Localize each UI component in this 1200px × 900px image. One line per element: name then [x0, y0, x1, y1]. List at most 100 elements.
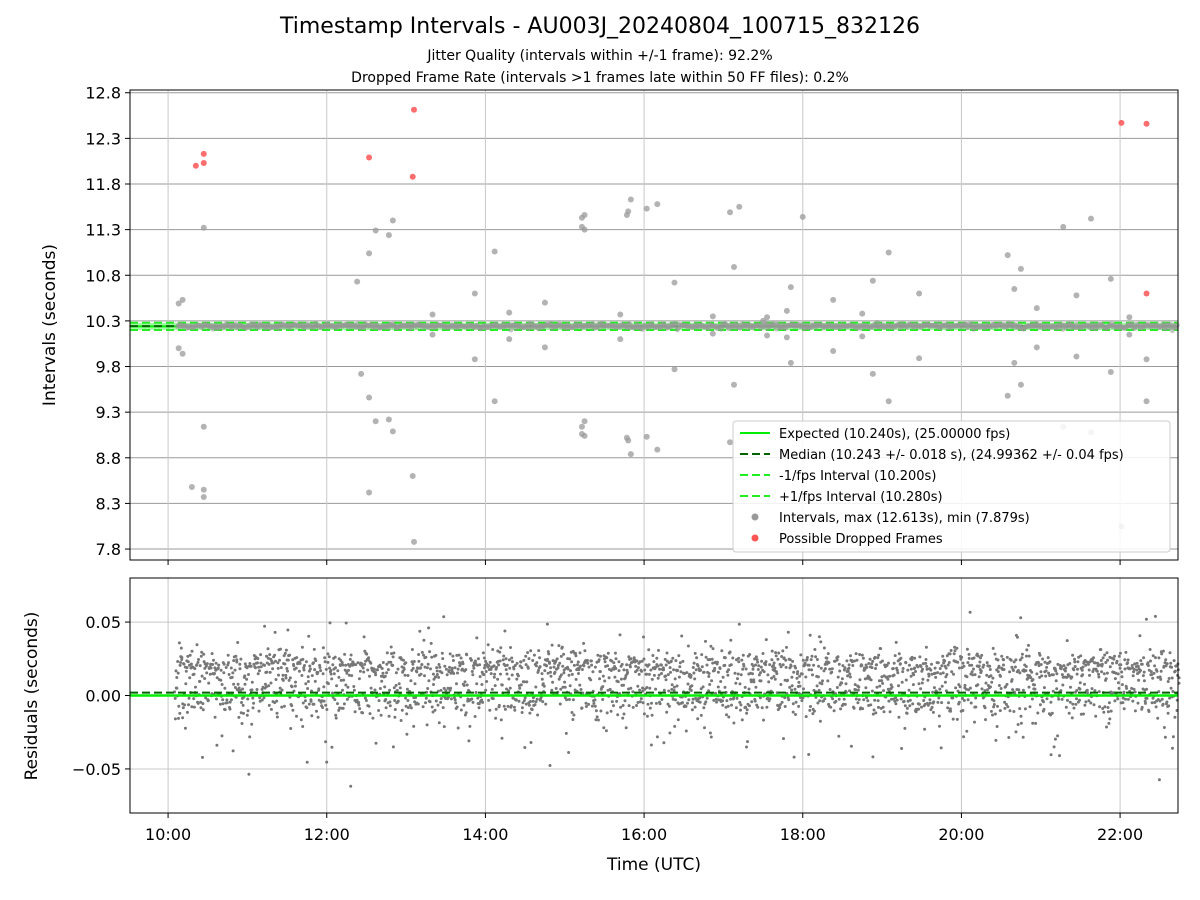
residual-point [574, 654, 578, 658]
residual-point [209, 666, 213, 670]
residual-point [826, 652, 830, 656]
residual-point [298, 662, 302, 665]
residual-point [639, 697, 643, 701]
residual-point [326, 660, 330, 664]
residual-point [754, 685, 758, 689]
residual-point [1029, 676, 1033, 680]
residual-point [574, 651, 577, 655]
residual-point [559, 654, 563, 658]
residual-point [747, 704, 751, 708]
residual-point [567, 673, 571, 677]
residual-point [719, 680, 723, 683]
residual-point [803, 661, 807, 665]
residual-point [523, 746, 527, 749]
residual-point [620, 662, 624, 666]
residual-point [324, 740, 328, 744]
residual-point [248, 662, 252, 665]
residual-point [815, 684, 819, 688]
residual-point [739, 673, 743, 677]
residual-point [738, 682, 742, 686]
residual-point [478, 675, 482, 679]
residual-point [643, 668, 647, 672]
residual-point [851, 664, 855, 667]
residual-point [430, 655, 434, 659]
residual-point [825, 656, 829, 660]
residual-point [1146, 664, 1150, 668]
residual-point [176, 660, 180, 663]
top-y-tick-label: 11.3 [85, 221, 121, 240]
residual-point [300, 674, 304, 677]
residual-point [1165, 662, 1169, 666]
residual-point [849, 744, 853, 748]
residual-point [907, 688, 911, 692]
top-y-tick-label: 8.8 [96, 449, 121, 468]
residual-point [258, 696, 262, 700]
residual-point [589, 678, 593, 682]
residual-point [275, 715, 279, 719]
residual-point [988, 664, 992, 668]
residual-point [1024, 654, 1028, 658]
residual-point [570, 711, 574, 714]
residual-point [989, 674, 993, 678]
residual-point [640, 659, 644, 663]
residual-point [241, 687, 245, 691]
residual-point [505, 672, 509, 676]
residual-point [175, 686, 179, 690]
residual-point [176, 671, 180, 675]
residual-point [426, 687, 430, 690]
residual-point [1171, 746, 1174, 750]
residual-point [734, 681, 738, 685]
residual-point [829, 705, 833, 709]
residual-point [437, 675, 441, 679]
residual-point [1118, 651, 1122, 655]
residual-point [308, 667, 312, 671]
residual-point [342, 702, 346, 706]
residual-point [635, 668, 639, 672]
residual-point [1173, 715, 1177, 719]
residual-point [173, 717, 177, 721]
residual-point [1111, 661, 1114, 665]
residual-point [947, 701, 950, 705]
residual-point [674, 698, 677, 702]
interval-outlier-point [654, 446, 661, 453]
residual-point [174, 669, 178, 673]
residual-point [279, 666, 283, 670]
residual-point [510, 673, 514, 677]
residual-point [571, 718, 575, 721]
residual-point [1095, 669, 1099, 673]
residual-point [451, 659, 455, 662]
residual-point [1160, 697, 1164, 701]
residual-point [692, 661, 696, 665]
residual-point [1159, 669, 1163, 673]
residual-point [450, 666, 454, 670]
interval-outlier-point [1033, 305, 1040, 312]
residual-point [1089, 701, 1093, 705]
residual-point [764, 663, 768, 667]
residual-point [531, 659, 535, 662]
residual-point [892, 673, 896, 677]
residual-point [598, 677, 602, 681]
residual-point [791, 710, 795, 714]
residual-point [1043, 660, 1047, 664]
residual-point [878, 684, 882, 688]
residual-point [1000, 654, 1004, 658]
residual-point [724, 705, 728, 709]
residual-point [557, 644, 561, 648]
residual-point [449, 697, 453, 701]
residual-point [1135, 661, 1139, 665]
residual-point [599, 654, 602, 658]
top-y-tick-label: 10.3 [85, 312, 121, 331]
residual-point [543, 669, 547, 673]
residual-point [200, 674, 204, 678]
residual-point [315, 709, 318, 713]
residual-point [798, 674, 802, 678]
residual-point [476, 696, 480, 700]
residual-point [1081, 673, 1085, 677]
residual-point [205, 662, 209, 666]
residual-point [322, 685, 326, 689]
residual-point [485, 680, 489, 683]
residual-point [451, 654, 455, 658]
residual-point [257, 709, 261, 713]
residual-point [1163, 735, 1167, 739]
